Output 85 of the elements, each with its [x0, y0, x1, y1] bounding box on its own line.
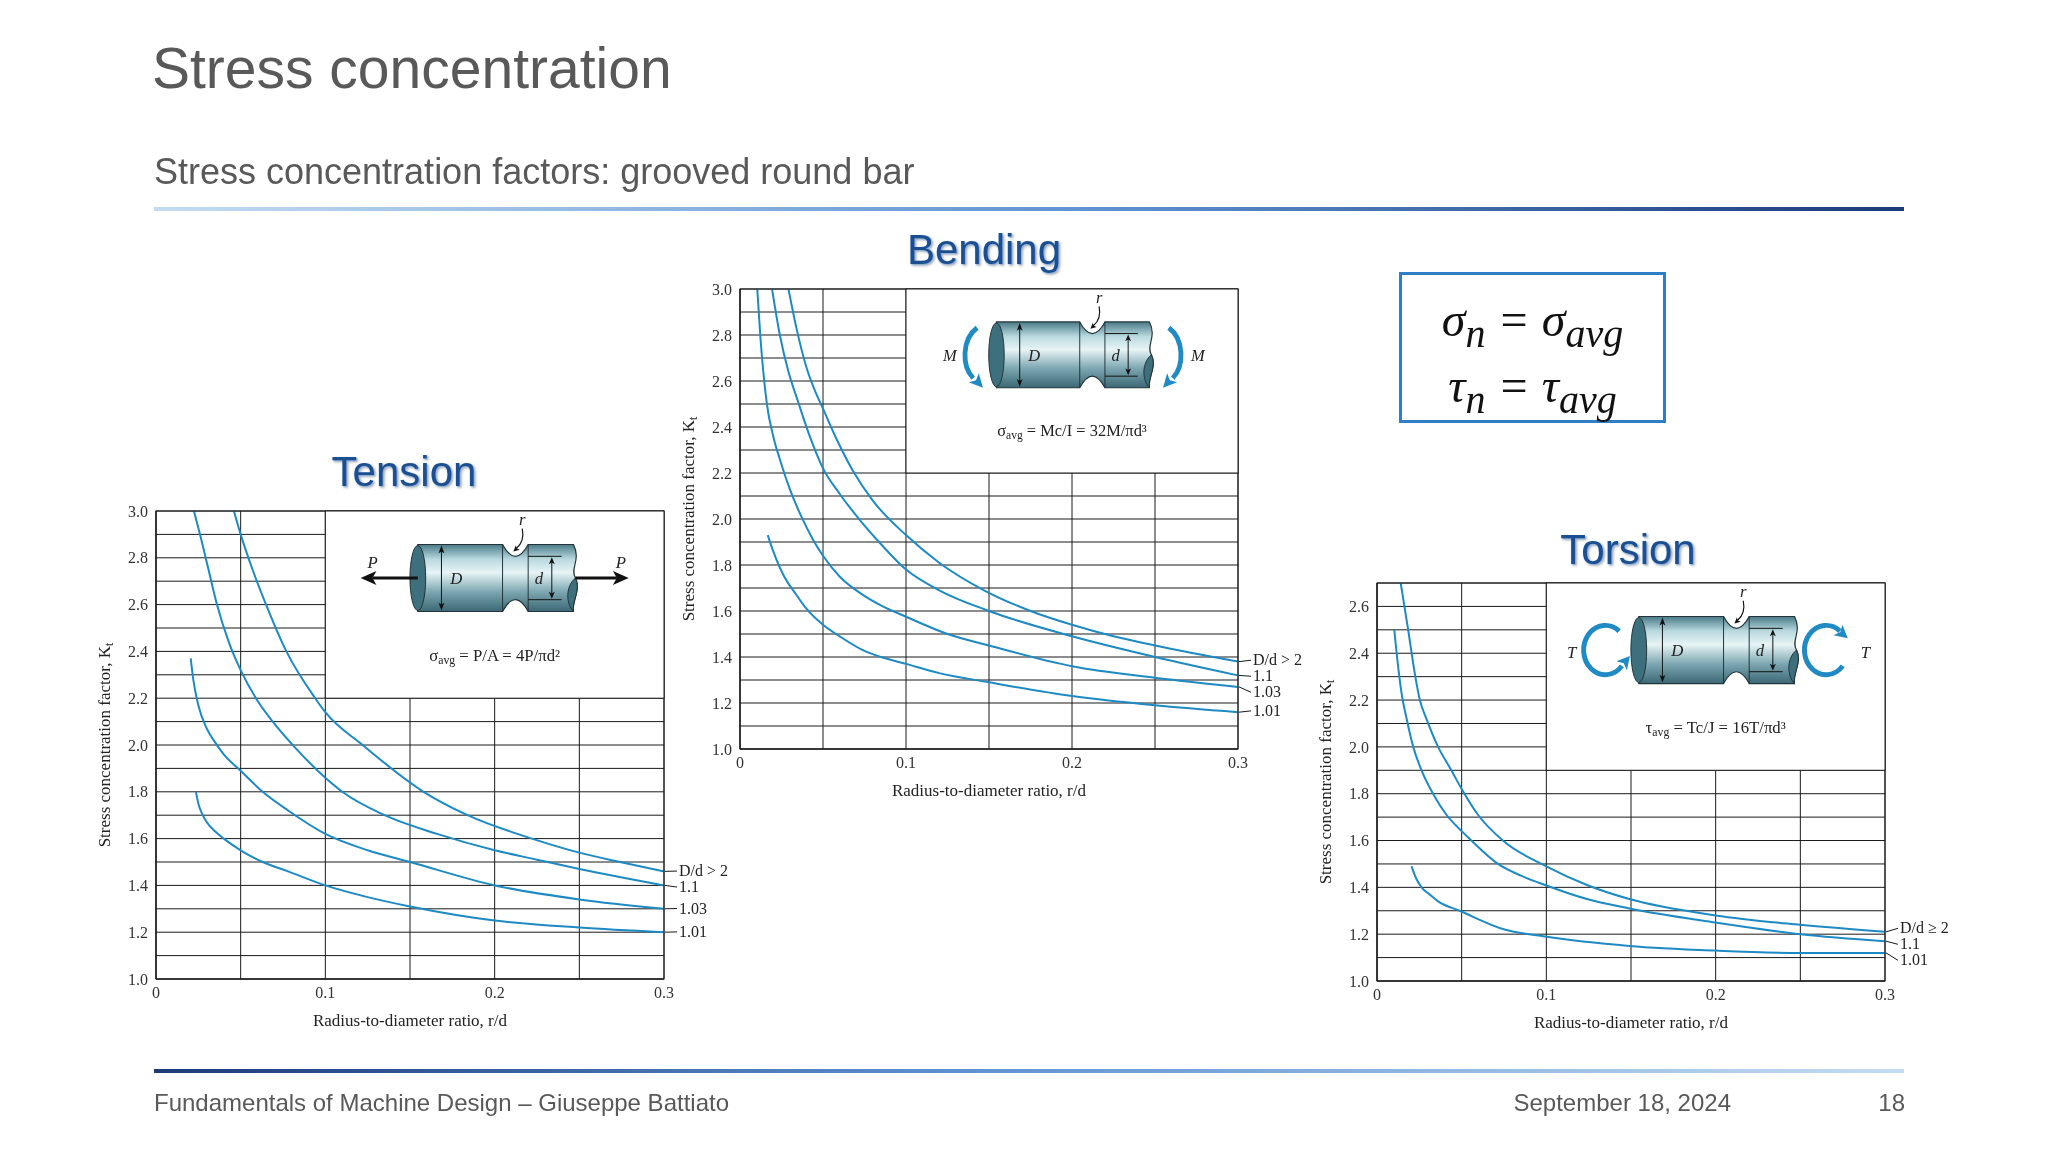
x-tick-label: 0.3 [1228, 754, 1248, 772]
annotation: P [614, 553, 626, 573]
y-tick-label: 1.2 [1349, 925, 1369, 943]
series-label: 1.1 [679, 878, 699, 896]
y-tick-label: 2.0 [712, 510, 732, 528]
x-tick-label: 0.1 [1536, 986, 1557, 1004]
y-tick-label: 2.0 [1349, 738, 1369, 756]
chart-title: Torsion [1560, 526, 1696, 574]
annotation: d [1755, 640, 1765, 660]
y-tick-label: 2.4 [128, 643, 148, 661]
x-tick-label: 0 [152, 984, 160, 1002]
x-tick-label: 0.2 [1705, 986, 1726, 1004]
text: 18 [1878, 1088, 1905, 1118]
series-label: D/d > 2 [679, 862, 729, 880]
y-tick-label: 2.2 [1349, 691, 1369, 709]
y-tick-label: 1.0 [1349, 972, 1369, 990]
x-tick-label: 0.2 [484, 984, 505, 1002]
chart-title: Tension [331, 448, 477, 496]
annotation: P [366, 553, 378, 573]
y-tick-label: 1.4 [1349, 879, 1369, 897]
x-tick-label: 0.3 [1875, 986, 1895, 1004]
x-axis-title: Radius-to-diameter ratio, r/d [312, 1011, 508, 1030]
annotation: M [942, 345, 959, 365]
y-tick-label: 1.6 [712, 602, 732, 620]
text: Fundamentals of Machine Design – Giuseppe Battiato [154, 1088, 730, 1118]
text: Stress concentration factors: grooved round bar [154, 150, 915, 194]
series-label: 1.01 [1253, 701, 1281, 719]
y-tick-label: 1.8 [1349, 785, 1369, 803]
series-label: 1.01 [1900, 951, 1928, 969]
x-axis-title: Radius-to-diameter ratio, r/d [891, 781, 1087, 800]
y-tick-label: 2.8 [712, 326, 732, 344]
text: τ$_{n}$ = τ$_{avg}$ [1447, 359, 1618, 424]
annotation: D [1670, 640, 1684, 660]
y-tick-label: 1.4 [712, 648, 732, 666]
text: Stress concentration [152, 36, 672, 100]
series-label: 1.03 [1253, 683, 1281, 701]
annotation: σ$_{avg}$ = P/A = 4P/πd² [429, 645, 561, 667]
y-tick-label: 1.8 [712, 556, 732, 574]
annotation: τ$_{avg}$ = Tc/J = 16T/πd³ [1645, 717, 1786, 739]
y-tick-label: 2.2 [712, 464, 732, 482]
y-tick-label: 2.8 [128, 549, 148, 567]
annotation: r [519, 509, 526, 529]
annotation: T [1860, 642, 1872, 662]
chart-title: Bending [906, 226, 1062, 274]
x-axis-title: Radius-to-diameter ratio, r/d [1533, 1013, 1729, 1032]
y-tick-label: 2.6 [128, 596, 148, 614]
series-label: 1.01 [679, 922, 707, 940]
annotation: d [534, 568, 544, 588]
y-tick-label: 2.6 [712, 372, 732, 390]
x-tick-label: 0 [736, 754, 744, 772]
x-tick-label: 0.1 [315, 984, 336, 1002]
annotation: D [449, 568, 463, 588]
x-tick-label: 0 [1373, 986, 1381, 1004]
y-tick-label: 1.6 [128, 830, 148, 848]
series-label: 1.1 [1900, 935, 1920, 953]
y-tick-label: 1.6 [1349, 832, 1369, 850]
text: September 18, 2024 [1513, 1088, 1731, 1118]
x-tick-label: 0.2 [1062, 754, 1082, 772]
y-tick-label: 1.4 [128, 877, 148, 895]
x-tick-label: 0.3 [654, 984, 674, 1002]
series-label: 1.1 [1253, 667, 1273, 685]
y-tick-label: 3.0 [128, 502, 148, 520]
annotation: r [1095, 287, 1103, 307]
y-tick-label: 1.0 [712, 740, 732, 758]
annotation: d [1111, 345, 1121, 365]
series-label: D/d ≥ 2 [1900, 919, 1949, 937]
series-label: 1.03 [679, 899, 707, 917]
text: σ$_{n}$ = σ$_{avg}$ [1440, 293, 1625, 358]
y-tick-label: 2.4 [1349, 644, 1369, 662]
annotation: M [1190, 345, 1207, 365]
y-tick-label: 1.2 [712, 694, 732, 712]
y-tick-label: 2.4 [712, 418, 732, 436]
y-tick-label: 1.2 [128, 923, 148, 941]
annotation: T [1567, 642, 1579, 662]
y-tick-label: 2.2 [128, 689, 148, 707]
y-tick-label: 1.8 [128, 783, 148, 801]
y-tick-label: 2.0 [128, 736, 148, 754]
x-tick-label: 0.1 [896, 754, 916, 772]
y-tick-label: 1.0 [128, 970, 148, 988]
annotation: σ$_{avg}$ = Mc/I = 32M/πd³ [997, 421, 1147, 443]
y-tick-label: 3.0 [712, 280, 732, 298]
annotation: r [1740, 581, 1747, 601]
series-label: D/d > 2 [1253, 651, 1303, 669]
annotation: D [1027, 345, 1041, 365]
y-tick-label: 2.6 [1349, 598, 1369, 616]
